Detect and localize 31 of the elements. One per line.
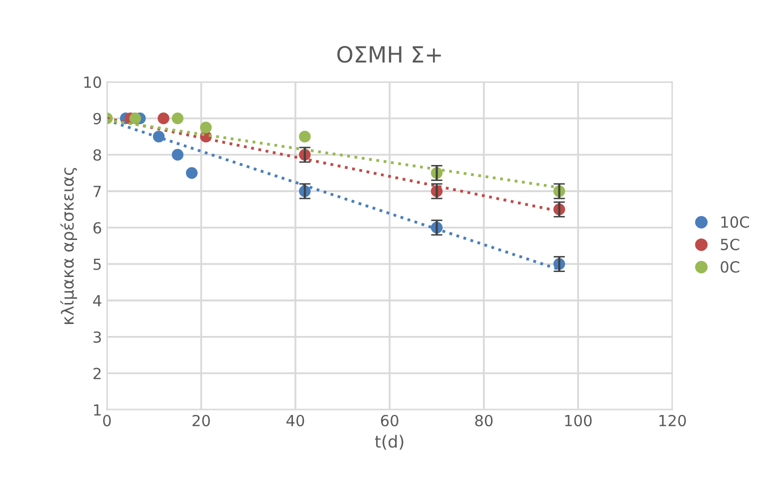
point [172,148,184,161]
point [200,122,212,134]
point [152,130,165,142]
x-tick-label: 100 [565,414,592,426]
x-tick-label: 20 [192,414,210,426]
y-tick-label: 6 [93,222,102,234]
y-tick-label: 7 [94,186,101,197]
y-tick-label: 4 [93,295,102,306]
y-tick-label: 8 [93,149,102,161]
x-tick-label: 0 [103,414,111,426]
y-tick-label: 10 [84,76,102,88]
y-tick-label: 1 [94,404,101,416]
y-tick-label: 2 [94,368,101,380]
x-axis-title: t(d) [375,434,404,450]
y-axis-title: κλίμακα αρέσκειας [60,168,78,324]
chart-title: ΟΣΜΗ Σ+ [337,46,441,63]
point [186,167,198,179]
y-tick-label: 9 [93,112,102,124]
x-tick-label: 80 [475,414,493,426]
point [172,112,184,124]
point [129,112,142,124]
point [298,130,311,142]
legend-label: 10C [721,216,749,228]
point [158,112,170,124]
y-tick-label: 3 [94,331,101,343]
legend-label: 5C [720,238,740,250]
y-tick-label: 5 [94,258,101,270]
x-tick-label: 120 [659,414,686,426]
legend-label: 0C [720,261,740,273]
x-tick-label: 60 [380,414,398,426]
x-tick-label: 40 [286,414,304,426]
